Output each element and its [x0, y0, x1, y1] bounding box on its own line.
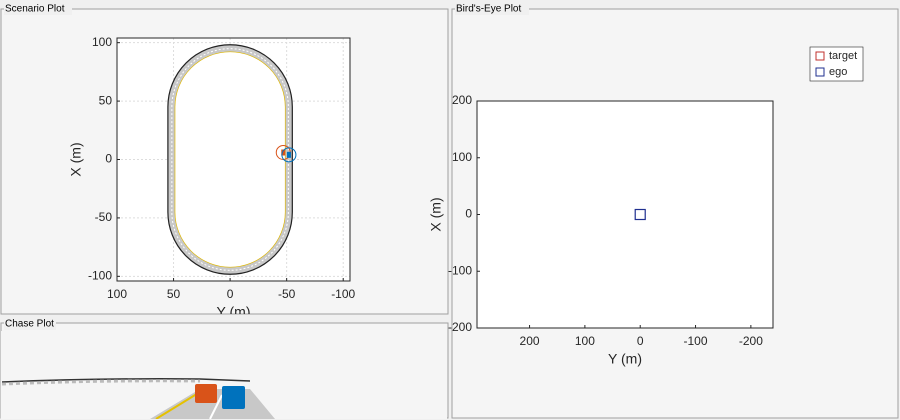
title-bg [4, 318, 56, 330]
x-tick-label: -100 [331, 287, 355, 301]
title-bg [4, 3, 72, 15]
axes-box [116, 37, 351, 282]
road-edge [1, 378, 251, 383]
track-inner [175, 52, 285, 267]
lane [155, 391, 201, 419]
legend-swatch [815, 67, 825, 77]
vehicle [634, 208, 646, 221]
target-car [195, 384, 217, 403]
x-tick-label: 0 [227, 287, 234, 301]
y-tick-label: 0 [105, 152, 112, 166]
x-axis-label: Y (m) [217, 304, 251, 320]
x-tick-label: 200 [520, 334, 540, 348]
y-axis-label: X (m) [68, 142, 84, 176]
x-tick-label: 100 [107, 287, 127, 301]
title-bg [455, 3, 529, 15]
lane [209, 394, 223, 419]
y-tick-label: -200 [448, 320, 472, 334]
legend-box [809, 46, 864, 82]
x-axis-label: Y (m) [608, 351, 642, 367]
y-tick-label: -100 [88, 268, 112, 282]
y-tick-label: 200 [452, 93, 472, 107]
x-tick-label: -100 [684, 334, 708, 348]
legend-label: ego [829, 66, 847, 78]
plot-area [477, 101, 773, 328]
y-tick-label: -50 [95, 210, 113, 224]
x-tick-label: 100 [575, 334, 595, 348]
y-tick-label: 50 [99, 93, 113, 107]
legend-swatch [815, 51, 825, 61]
y-axis-label: X (m) [428, 197, 444, 231]
x-tick-label: -50 [278, 287, 296, 301]
chase-view [1, 331, 447, 419]
x-tick-label: -200 [739, 334, 763, 348]
axes-box [476, 100, 774, 329]
road-far [1, 379, 201, 386]
panel-title: Bird's-Eye Plot [456, 4, 521, 15]
x-tick-label: 0 [637, 334, 644, 348]
panel-title: Chase Plot [5, 319, 54, 330]
y-tick-label: -100 [448, 263, 472, 277]
ego-car [222, 386, 245, 409]
y-tick-label: 0 [465, 207, 472, 221]
vehicle-body [286, 151, 291, 158]
panel-title: Scenario Plot [5, 4, 65, 15]
vehicle [281, 147, 297, 163]
y-tick-label: 100 [92, 35, 112, 49]
legend-label: target [829, 50, 857, 62]
vehicle-body [281, 149, 286, 156]
x-tick-label: 50 [167, 287, 181, 301]
y-tick-label: 100 [452, 150, 472, 164]
track-dash [171, 48, 289, 271]
